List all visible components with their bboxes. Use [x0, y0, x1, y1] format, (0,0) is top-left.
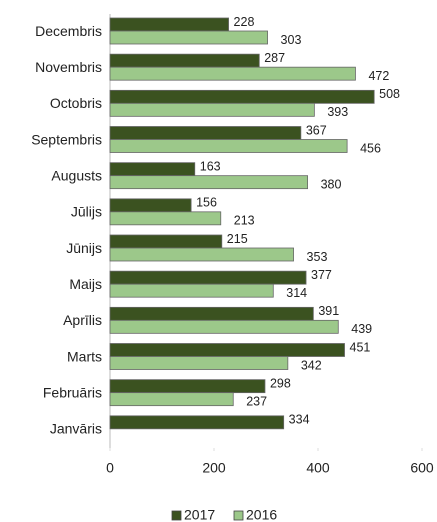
bar — [109, 283, 274, 298]
value-label: 287 — [264, 51, 285, 65]
bar — [109, 319, 339, 334]
legend-swatch — [171, 510, 182, 521]
y-tick-label: Maijs — [69, 276, 102, 292]
bar — [109, 30, 268, 45]
value-label: 334 — [289, 413, 310, 427]
value-label: 303 — [281, 33, 302, 47]
bar — [109, 89, 375, 104]
value-label: 391 — [318, 304, 339, 318]
bar — [109, 392, 234, 407]
bar — [109, 198, 192, 213]
bar — [109, 102, 315, 117]
bar — [109, 66, 356, 81]
value-label: 342 — [301, 358, 322, 372]
bar — [109, 379, 266, 394]
bar — [109, 211, 222, 226]
y-tick-label: Jūnijs — [66, 240, 102, 256]
x-tick-label: 600 — [410, 460, 434, 476]
value-label: 314 — [286, 286, 307, 300]
value-label: 508 — [379, 87, 400, 101]
value-label: 213 — [234, 214, 255, 228]
value-label: 456 — [360, 141, 381, 155]
bar — [109, 247, 294, 262]
value-label: 472 — [368, 69, 389, 83]
y-tick-label: Februāris — [43, 384, 102, 400]
legend-label: 2016 — [246, 507, 277, 522]
bar — [109, 126, 302, 140]
legend-swatch — [233, 510, 244, 521]
y-tick-label: Novembris — [35, 59, 102, 75]
bar — [109, 234, 223, 249]
bar — [109, 162, 196, 177]
value-label: 215 — [227, 232, 248, 246]
bar — [109, 306, 314, 321]
value-label: 451 — [350, 340, 371, 354]
value-label: 367 — [306, 123, 327, 137]
value-label: 377 — [311, 268, 332, 282]
value-label: 228 — [234, 15, 255, 29]
y-tick-label: Octobris — [50, 95, 102, 111]
bar — [109, 139, 348, 153]
value-label: 393 — [327, 105, 348, 119]
y-tick-label: Jūlijs — [71, 204, 102, 220]
bar — [109, 270, 307, 285]
value-label: 237 — [246, 394, 267, 408]
x-tick-label: 400 — [306, 460, 330, 476]
value-label: 298 — [270, 376, 291, 390]
y-tick-label: Decembris — [35, 23, 102, 39]
bar — [109, 356, 289, 370]
x-tick-label: 200 — [202, 460, 226, 476]
bar — [109, 53, 260, 68]
bar — [109, 17, 229, 32]
y-tick-label: Marts — [67, 348, 102, 364]
y-tick-label: Aprīlis — [63, 312, 102, 328]
value-label: 439 — [351, 322, 372, 336]
legend-label: 2017 — [184, 507, 215, 522]
value-label: 380 — [321, 177, 342, 191]
bar — [109, 175, 309, 190]
value-label: 353 — [307, 250, 328, 264]
y-tick-label: Janvāris — [50, 421, 102, 437]
y-tick-label: Septembris — [31, 131, 102, 147]
value-label: 163 — [200, 159, 221, 173]
bar — [109, 415, 285, 430]
y-tick-label: Augusts — [51, 167, 102, 183]
value-label: 156 — [196, 196, 217, 210]
x-tick-label: 0 — [106, 460, 114, 476]
bar — [109, 343, 345, 357]
